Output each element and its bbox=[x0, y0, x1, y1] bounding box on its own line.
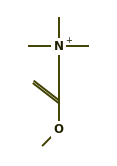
Text: O: O bbox=[53, 123, 64, 136]
Text: N: N bbox=[53, 40, 64, 53]
Text: +: + bbox=[65, 36, 72, 45]
